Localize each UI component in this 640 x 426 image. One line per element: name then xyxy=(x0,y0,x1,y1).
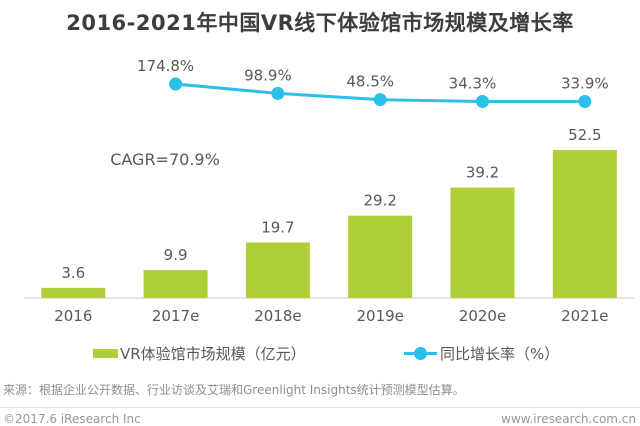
footer-bar: ©2017.6 iResearch Inc www.iresearch.com.… xyxy=(0,407,640,426)
combo-chart: 3.6 2016 9.9 2017e 19.7 2018e 29.2 2019e 39.2 202… xyxy=(24,57,634,325)
x-axis-label-2016: 2016 xyxy=(54,307,92,325)
bar-value-label-2020e: 39.2 xyxy=(466,163,499,181)
bar-value-label-2018e: 19.7 xyxy=(261,218,294,236)
bar-2018e xyxy=(245,242,310,298)
x-axis-label-2018e: 2018e xyxy=(254,307,301,325)
website-url: www.iresearch.com.cn xyxy=(501,412,636,426)
growth-point-2019e xyxy=(373,93,387,107)
growth-value-label-2017e: 174.8% xyxy=(137,57,194,75)
bar-value-label-2017e: 9.9 xyxy=(164,246,188,264)
x-axis-label-2017e: 2017e xyxy=(152,307,199,325)
bar-series-label: VR体验馆市场规模（亿元） xyxy=(120,344,306,363)
bar-2019e xyxy=(348,215,413,298)
legend-item-market-size: VR体验馆市场规模（亿元） xyxy=(93,344,306,363)
line-series-marker xyxy=(404,346,437,360)
bar-value-label-2019e: 29.2 xyxy=(363,192,396,210)
line-series-label: 同比增长率（%） xyxy=(440,344,560,363)
line-marker-dot xyxy=(414,346,427,360)
growth-value-label-2020e: 34.3% xyxy=(449,74,497,92)
bar-value-label-2016: 3.6 xyxy=(61,264,85,282)
bar-2017e xyxy=(143,270,208,298)
chart-legend: VR体验馆市场规模（亿元） 同比增长率（%） xyxy=(0,344,640,363)
growth-value-label-2018e: 98.9% xyxy=(244,66,292,84)
bar-2021e xyxy=(552,150,617,298)
bar-series-swatch xyxy=(93,348,118,358)
cagr-annotation: CAGR=70.9% xyxy=(110,150,220,169)
legend-item-growth-rate: 同比增长率（%） xyxy=(404,344,560,363)
growth-point-2017e xyxy=(169,77,183,91)
growth-point-2018e xyxy=(271,86,285,100)
chart-title: 2016-2021年中国VR线下体验馆市场规模及增长率 xyxy=(66,11,574,35)
bar-2016 xyxy=(41,287,106,298)
growth-point-2021e xyxy=(578,94,592,108)
growth-value-label-2021e: 33.9% xyxy=(561,74,609,92)
growth-value-label-2019e: 48.5% xyxy=(346,73,394,91)
bar-2020e xyxy=(450,187,515,298)
growth-point-2020e xyxy=(476,94,489,108)
copyright-text: ©2017.6 iResearch Inc xyxy=(3,412,141,426)
x-axis-label-2019e: 2019e xyxy=(356,307,403,325)
source-note: 来源：根据企业公开数据、行业访谈及艾瑞和Greenlight Insights统… xyxy=(3,383,465,397)
x-axis-label-2021e: 2021e xyxy=(561,307,608,325)
bar-value-label-2021e: 52.5 xyxy=(568,126,601,144)
x-axis-label-2020e: 2020e xyxy=(459,307,506,325)
